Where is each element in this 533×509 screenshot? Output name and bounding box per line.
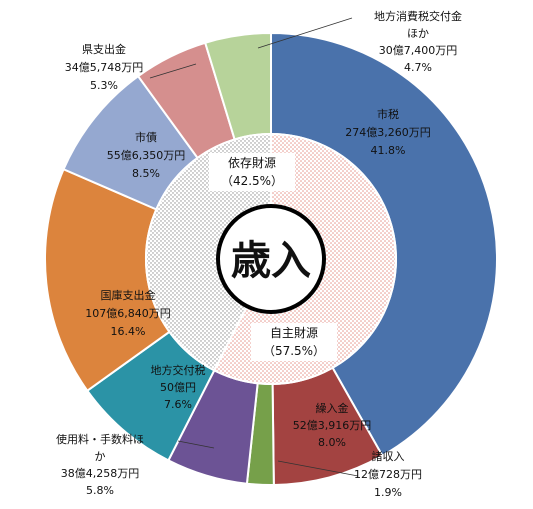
outer-label-chihokofuzei-line-1: 地方交付税 [151,363,206,377]
outer-label-chihoshohi-line-2: ほか [407,27,429,40]
outer-label-kenshishutsu-line-1: 県支出金 [82,42,126,56]
center-label: 歳入 [231,238,311,284]
outer-label-chihoshohi-line-4: 4.7% [404,61,432,74]
outer-label-shizei-line-3: 41.8% [371,144,406,157]
outer-label-kenshishutsu-line-3: 5.3% [90,79,118,92]
center-circle [216,204,326,314]
outer-label-kurinyu-line-3: 8.0% [318,436,346,449]
outer-label-shoshunyu-line-1: 諸収入 [372,449,405,463]
inner-label-box-izon [209,153,295,191]
outer-label-shisai-line-1: 市債 [135,130,157,144]
inner-label-izon-line-1: 依存財源 [228,155,276,170]
outer-label-shizei-line-2: 274億3,260万円 [345,126,431,139]
outer-label-chihoshohi-line-1: 地方消費税交付金 [374,9,462,23]
inner-label-izon-line-2: （42.5%） [221,174,283,188]
inner-label-jishu-line-2: （57.5%） [263,344,325,358]
leader-line-shiyoryo [177,440,215,449]
inner-ring-slices [145,132,397,385]
inner-slice-labels: 自主財源 （57.5%） 依存財源 （42.5%） [209,153,337,361]
outer-label-kurinyu-line-1: 繰入金 [316,401,349,415]
outer-label-shiyoryo-line-2: か [95,450,106,463]
leader-line-chihoshohi [257,17,353,49]
outer-ring-slices [44,31,498,486]
outer-label-shiyoryo-line-1: 使用料・手数料ほ [56,432,144,446]
leader-lines [149,17,359,477]
outer-label-chihoshohi-line-3: 30億7,400万円 [379,44,458,57]
outer-label-chihokofuzei-line-3: 7.6% [164,398,192,411]
outer-label-kurinyu-line-2: 52億3,916万円 [293,419,372,432]
outer-label-shisai-line-2: 55億6,350万円 [107,149,186,162]
outer-label-shoshunyu-line-2: 12億728万円 [354,468,422,481]
inner-label-box-jishu [251,323,337,361]
leader-line-shoshunyu [277,460,359,477]
outer-label-shisai-line-3: 8.5% [132,167,160,180]
outer-label-kenshishutsu-line-2: 34億5,748万円 [65,61,144,74]
outer-label-chihokofuzei-line-2: 50億円 [160,381,196,394]
inner-label-jishu-line-1: 自主財源 [270,325,318,340]
outer-label-shoshunyu-line-3: 1.9% [374,486,402,499]
leader-line-kenshishutsu [149,63,197,79]
outer-label-kokko-line-3: 16.4% [111,325,146,338]
outer-slice-labels: 市税 274億3,260万円 41.8% 繰入金 52億3,916万円 8.0% 諸収入 12… [56,9,462,499]
outer-label-shiyoryo-line-3: 38億4,258万円 [61,467,140,480]
outer-label-kokko-line-2: 107億6,840万円 [85,307,171,320]
outer-label-kokko-line-1: 国庫支出金 [101,288,156,302]
outer-label-shizei-line-1: 市税 [377,107,399,121]
outer-label-shiyoryo-line-4: 5.8% [86,484,114,497]
